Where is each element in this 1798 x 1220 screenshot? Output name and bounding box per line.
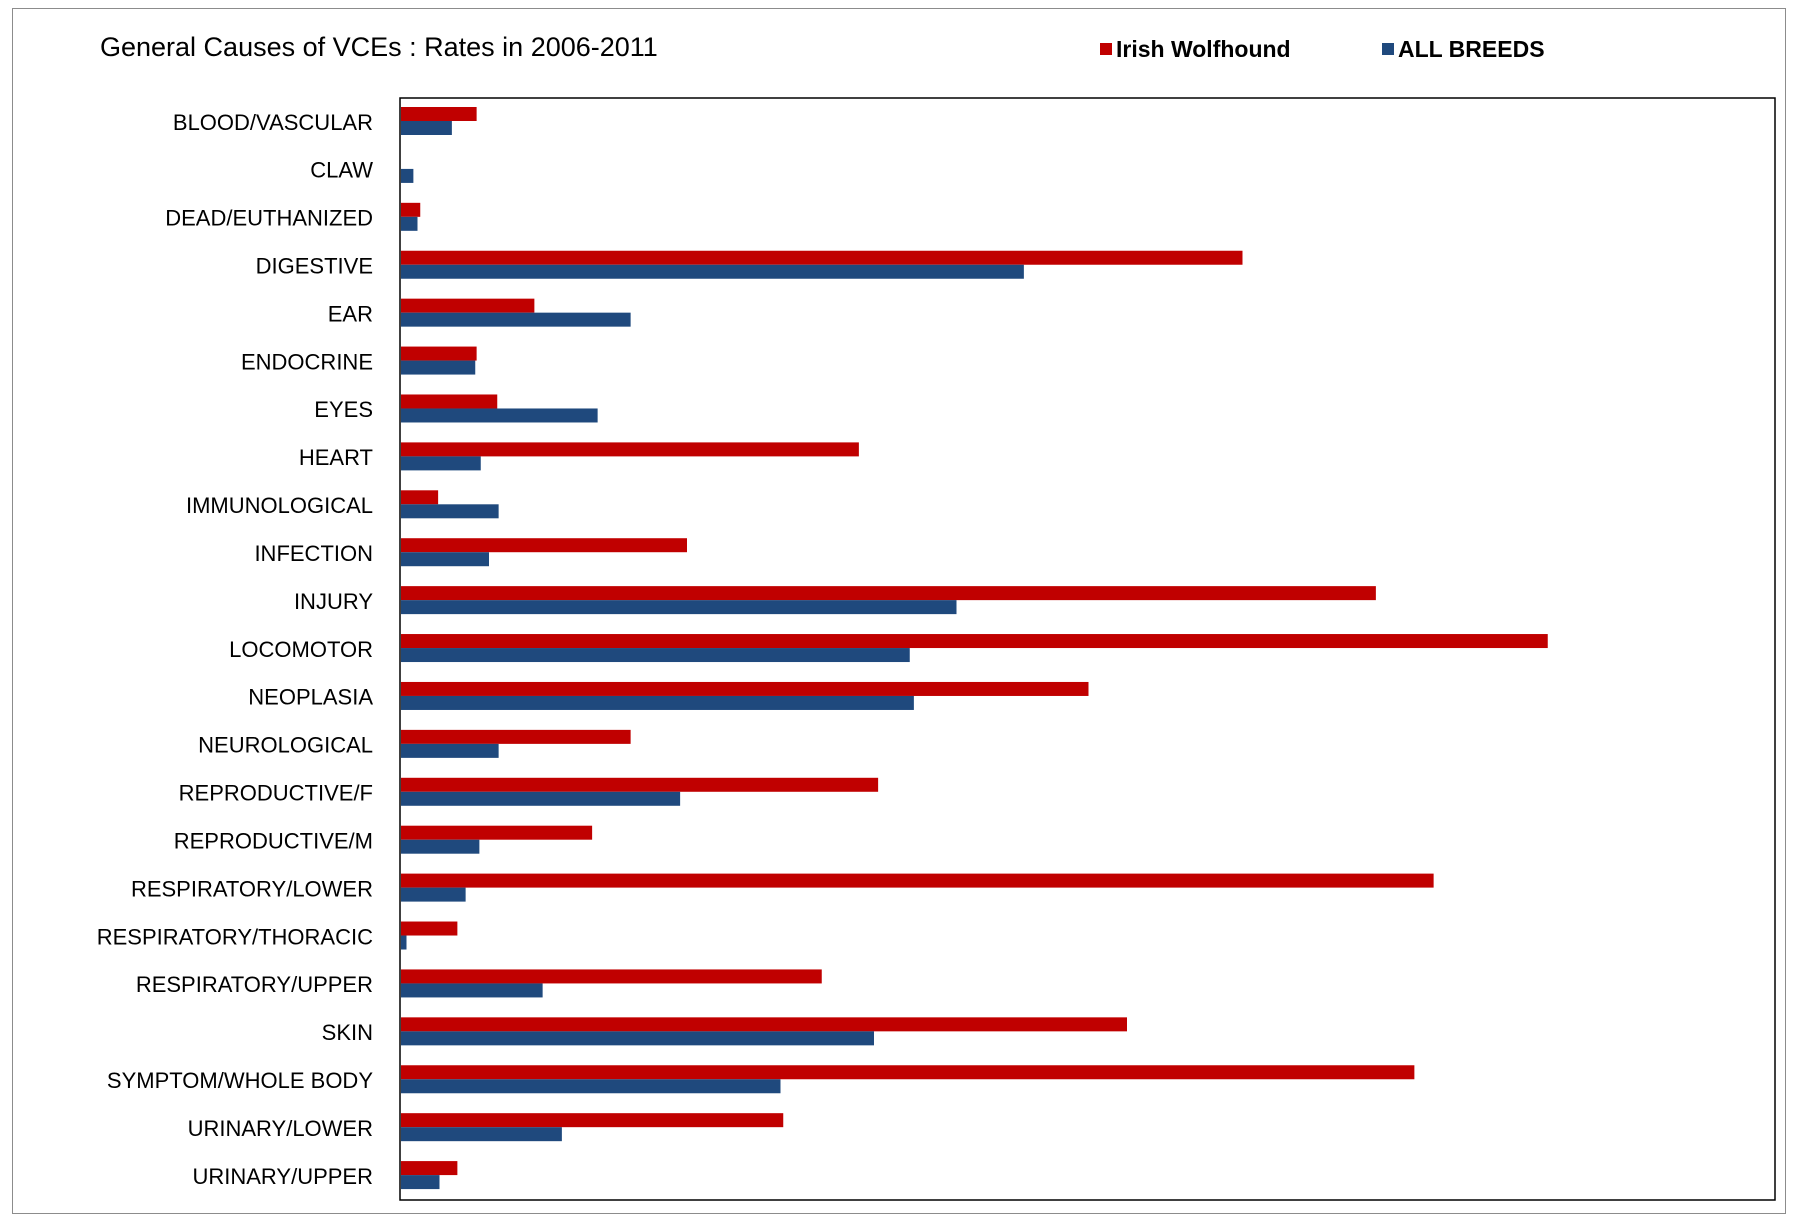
category-label-heart: HEART bbox=[299, 445, 373, 470]
bar-all-breeds-eyes bbox=[401, 408, 598, 423]
category-label-endocrine: ENDOCRINE bbox=[241, 349, 373, 374]
bar-irish-wolfhound-infection bbox=[401, 538, 687, 553]
bar-all-breeds-blood-vascular bbox=[401, 121, 452, 135]
category-label-claw: CLAW bbox=[310, 158, 373, 183]
bar-irish-wolfhound-urinary-upper bbox=[401, 1161, 458, 1176]
category-label-infection: INFECTION bbox=[254, 541, 373, 566]
category-label-immunological: IMMUNOLOGICAL bbox=[186, 493, 373, 518]
bar-all-breeds-dead-euthanized bbox=[401, 216, 418, 231]
bar-irish-wolfhound-blood-vascular bbox=[401, 107, 477, 121]
bar-irish-wolfhound-reproductive-f bbox=[401, 777, 879, 792]
bar-all-breeds-injury bbox=[401, 600, 957, 615]
bar-all-breeds-neurological bbox=[401, 743, 499, 758]
bar-irish-wolfhound-neurological bbox=[401, 729, 631, 744]
category-label-neurological: NEUROLOGICAL bbox=[198, 733, 373, 758]
bar-irish-wolfhound-endocrine bbox=[401, 346, 477, 361]
bar-all-breeds-symptom-whole-body bbox=[401, 1079, 781, 1094]
category-label-urinary-lower: URINARY/LOWER bbox=[188, 1116, 373, 1141]
bar-irish-wolfhound-immunological bbox=[401, 490, 439, 505]
bar-all-breeds-respiratory-lower bbox=[401, 887, 466, 902]
legend-swatch-all-breeds bbox=[1382, 43, 1394, 55]
bar-all-breeds-respiratory-thoracic bbox=[401, 935, 407, 950]
bar-all-breeds-digestive bbox=[401, 264, 1024, 279]
chart-title: General Causes of VCEs : Rates in 2006-2… bbox=[100, 32, 658, 62]
bar-irish-wolfhound-locomotor bbox=[401, 634, 1548, 649]
category-label-dead-euthanized: DEAD/EUTHANIZED bbox=[165, 206, 373, 231]
category-label-respiratory-upper: RESPIRATORY/UPPER bbox=[136, 972, 373, 997]
category-label-symptom-whole-body: SYMPTOM/WHOLE BODY bbox=[107, 1068, 373, 1093]
legend-item-irish-wolfhound: Irish Wolfhound bbox=[1100, 36, 1291, 62]
category-label-injury: INJURY bbox=[294, 589, 373, 614]
category-label-neoplasia: NEOPLASIA bbox=[248, 685, 373, 710]
category-label-skin: SKIN bbox=[322, 1020, 373, 1045]
bar-irish-wolfhound-digestive bbox=[401, 250, 1243, 265]
category-label-locomotor: LOCOMOTOR bbox=[229, 637, 373, 662]
bar-all-breeds-infection bbox=[401, 552, 489, 567]
bar-all-breeds-claw bbox=[401, 168, 414, 183]
bar-all-breeds-respiratory-upper bbox=[401, 983, 543, 998]
category-label-ear: EAR bbox=[328, 301, 373, 326]
legend-swatch-irish-wolfhound bbox=[1100, 43, 1112, 55]
bar-all-breeds-reproductive-m bbox=[401, 839, 480, 854]
bar-irish-wolfhound-respiratory-lower bbox=[401, 873, 1434, 888]
bar-all-breeds-skin bbox=[401, 1031, 874, 1046]
bar-irish-wolfhound-reproductive-m bbox=[401, 825, 593, 840]
bar-irish-wolfhound-urinary-lower bbox=[401, 1113, 784, 1128]
category-label-eyes: EYES bbox=[314, 397, 373, 422]
category-label-blood-vascular: BLOOD/VASCULAR bbox=[173, 110, 373, 135]
bar-irish-wolfhound-symptom-whole-body bbox=[401, 1065, 1415, 1080]
bar-irish-wolfhound-neoplasia bbox=[401, 681, 1089, 696]
bar-all-breeds-neoplasia bbox=[401, 695, 914, 710]
legend-item-all-breeds: ALL BREEDS bbox=[1382, 36, 1545, 62]
bar-irish-wolfhound-dead-euthanized bbox=[401, 202, 421, 217]
category-label-reproductive-m: REPRODUCTIVE/M bbox=[174, 828, 373, 853]
bar-all-breeds-urinary-lower bbox=[401, 1127, 562, 1142]
category-label-respiratory-lower: RESPIRATORY/LOWER bbox=[131, 876, 373, 901]
bar-all-breeds-reproductive-f bbox=[401, 791, 681, 806]
bar-irish-wolfhound-eyes bbox=[401, 394, 498, 409]
legend-label-irish-wolfhound: Irish Wolfhound bbox=[1116, 35, 1291, 62]
plot-area-border bbox=[399, 97, 1776, 1201]
bar-all-breeds-heart bbox=[401, 456, 481, 471]
bar-irish-wolfhound-ear bbox=[401, 298, 535, 313]
bar-irish-wolfhound-heart bbox=[401, 442, 859, 457]
category-label-reproductive-f: REPRODUCTIVE/F bbox=[179, 781, 373, 806]
legend-label-all-breeds: ALL BREEDS bbox=[1398, 35, 1545, 62]
bar-irish-wolfhound-respiratory-thoracic bbox=[401, 921, 458, 936]
bar-irish-wolfhound-skin bbox=[401, 1017, 1127, 1032]
category-label-digestive: DIGESTIVE bbox=[256, 254, 373, 279]
bar-irish-wolfhound-respiratory-upper bbox=[401, 969, 822, 984]
category-label-respiratory-thoracic: RESPIRATORY/THORACIC bbox=[97, 924, 373, 949]
bar-all-breeds-locomotor bbox=[401, 648, 910, 663]
bar-all-breeds-endocrine bbox=[401, 360, 476, 375]
bar-all-breeds-immunological bbox=[401, 504, 499, 519]
bar-irish-wolfhound-injury bbox=[401, 586, 1376, 601]
bar-all-breeds-urinary-upper bbox=[401, 1175, 440, 1190]
bar-all-breeds-ear bbox=[401, 312, 631, 327]
category-label-urinary-upper: URINARY/UPPER bbox=[192, 1164, 373, 1189]
